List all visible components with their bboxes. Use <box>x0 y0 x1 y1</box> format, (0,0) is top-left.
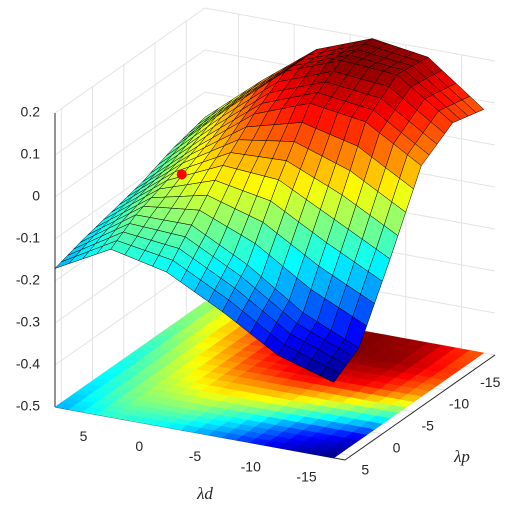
z-tick-label: 0.2 <box>21 104 41 120</box>
floor-contour <box>319 450 341 459</box>
z-tick-label: -0.3 <box>16 314 40 330</box>
x-tick-label: 0 <box>135 438 143 454</box>
z-tick-label: -0.5 <box>16 398 40 414</box>
y-tick-label: -5 <box>422 418 435 434</box>
y-tick-label: -10 <box>449 396 469 412</box>
z-tick-label: -0.1 <box>16 230 40 246</box>
marker <box>176 169 187 180</box>
y-tick-label: -15 <box>480 374 500 390</box>
x-tick-label: -15 <box>296 469 316 485</box>
x-tick-label: -5 <box>189 448 202 464</box>
x-tick-label: 5 <box>80 428 88 444</box>
y-axis-label: λp <box>453 447 470 466</box>
y-tick-label: 0 <box>393 439 401 455</box>
grid-line <box>54 7 496 114</box>
z-tick-label: 0.1 <box>21 146 41 162</box>
x-tick-label: -10 <box>241 458 261 474</box>
z-tick-label: 0 <box>32 188 40 204</box>
z-tick-label: -0.2 <box>16 272 40 288</box>
z-tick-label: -0.4 <box>16 356 40 372</box>
y-tick-label: 5 <box>361 461 369 477</box>
x-axis-label: λd <box>196 484 213 503</box>
surface-patch <box>319 366 341 383</box>
